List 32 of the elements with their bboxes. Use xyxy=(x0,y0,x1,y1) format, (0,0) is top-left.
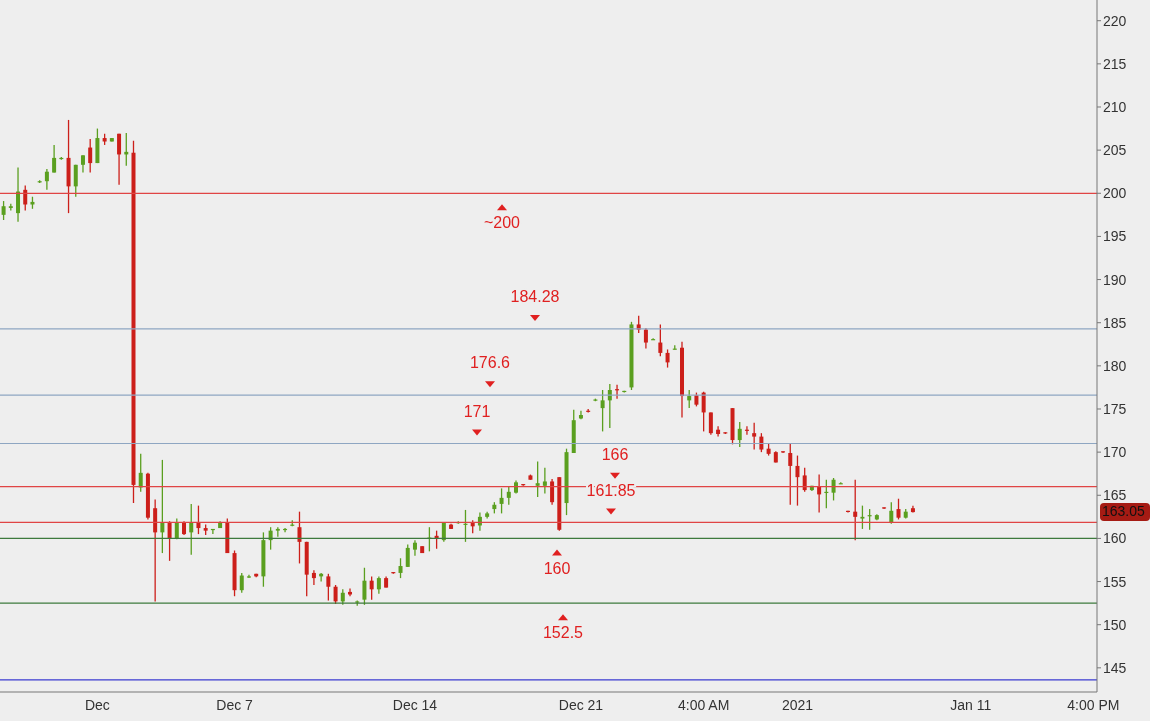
x-tick-label: 2021 xyxy=(781,696,814,713)
ref-line-label: 171 xyxy=(463,402,491,420)
ref-line-label: ~200 xyxy=(483,214,521,232)
ref-line-label: 152.5 xyxy=(542,624,584,642)
y-tick-label: 215 xyxy=(1103,55,1127,72)
y-tick-label: 200 xyxy=(1103,185,1127,202)
x-tick-label: Dec 21 xyxy=(558,696,604,713)
x-tick-label: Dec 7 xyxy=(216,696,254,713)
y-tick-label: 190 xyxy=(1103,271,1127,288)
y-tick-label: 160 xyxy=(1103,530,1127,547)
y-tick-label: 150 xyxy=(1103,616,1127,633)
x-tick-label: Dec 14 xyxy=(392,696,438,713)
x-tick-label: Jan 11 xyxy=(950,696,992,713)
x-tick-label: Dec xyxy=(84,696,110,713)
y-tick-label: 195 xyxy=(1103,228,1127,245)
ref-line-label: 176.6 xyxy=(469,354,511,372)
ref-line-label: 160 xyxy=(543,559,571,577)
y-tick-label: 155 xyxy=(1103,573,1127,590)
y-tick-label: 205 xyxy=(1103,142,1127,159)
x-tick-label: 4:00 AM xyxy=(677,696,730,713)
x-tick-label: 4:00 PM xyxy=(1067,696,1120,713)
y-tick-label: 220 xyxy=(1103,12,1127,29)
y-tick-label: 185 xyxy=(1103,314,1127,331)
ref-line-label: 184.28 xyxy=(510,288,560,306)
y-tick-label: 210 xyxy=(1103,98,1127,115)
y-tick-label: 165 xyxy=(1103,487,1127,504)
y-tick-label: 145 xyxy=(1103,659,1127,676)
ref-line-label: 166 xyxy=(601,445,629,463)
y-tick-label: 170 xyxy=(1103,444,1127,461)
text: 163.05 xyxy=(1102,502,1146,519)
y-tick-label: 175 xyxy=(1103,400,1127,417)
y-tick-label: 180 xyxy=(1103,357,1127,374)
